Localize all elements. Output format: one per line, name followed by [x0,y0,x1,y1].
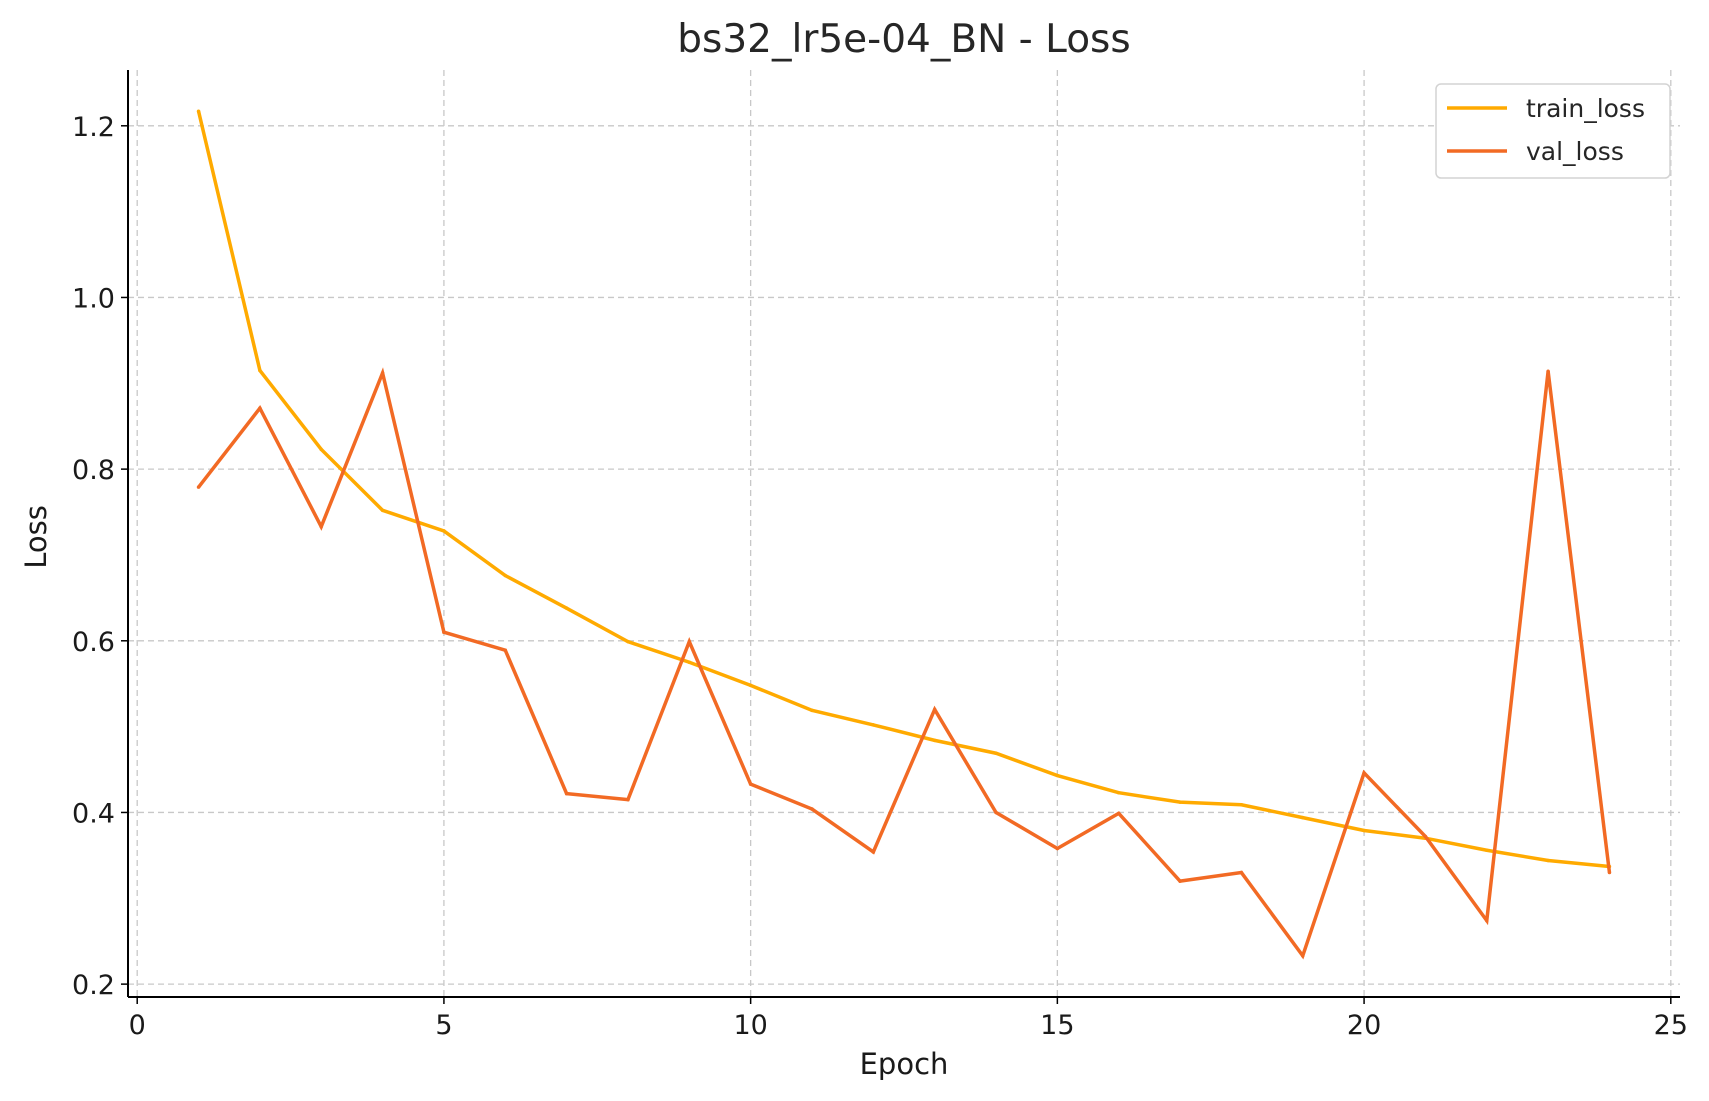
data-point-val-loss [319,524,323,529]
data-point-train-loss [871,723,876,727]
data-point-train-loss [1055,773,1060,778]
legend: train_loss val_loss [1435,83,1671,179]
legend-val-loss-label: val_loss [1526,137,1624,166]
y-axis-label: Loss [19,505,53,569]
x-tick-label: 0 [129,1010,146,1041]
grid-lines [128,70,1680,997]
data-point-train-loss [380,508,385,513]
data-point-train-loss [442,529,446,533]
data-point-val-loss [258,406,262,410]
data-point-train-loss [319,447,323,452]
data-point-train-loss [196,109,201,113]
data-point-train-loss [687,660,692,664]
data-point-train-loss [503,573,508,578]
data-point-val-loss [564,791,569,796]
data-point-val-loss [1423,834,1428,839]
data-point-train-loss [1178,800,1182,804]
data-point-val-loss [503,648,508,652]
data-point-train-loss [626,639,630,644]
data-point-val-loss [1116,811,1121,816]
legend-train-loss-label: train_loss [1526,94,1645,123]
x-tick-label: 10 [733,1010,767,1041]
data-point-val-loss [1362,771,1366,775]
data-point-train-loss [258,368,262,373]
data-point-val-loss [1239,870,1244,875]
data-point-val-loss [1546,369,1550,374]
data-point-train-loss [1362,828,1366,833]
data-point-train-loss [1485,848,1489,852]
y-tick-label: 0.6 [72,627,115,658]
series-lines [196,109,1612,960]
data-point-train-loss [748,683,753,688]
data-point-val-loss [687,639,692,644]
data-point-val-loss [380,371,385,375]
x-tick-label: 5 [435,1010,452,1041]
data-point-train-loss [994,751,998,755]
data-point-train-loss [1546,858,1550,863]
y-tick-label: 1.2 [72,112,115,143]
series-line-val-loss [197,367,1612,960]
tick-labels: 0 5 10 15 20 25 0.2 0.4 0.6 0.8 1.0 1.2 [72,112,1688,1041]
data-point-val-loss [1300,954,1305,958]
data-point-val-loss [871,850,876,854]
data-point-val-loss [810,807,814,811]
y-tick-label: 0.2 [72,970,115,1001]
y-tick-label: 0.4 [72,798,115,829]
data-point-val-loss [626,797,630,802]
y-tick-label: 0.8 [72,455,115,486]
x-tick-label: 15 [1040,1010,1074,1041]
chart-title: bs32_lr5e-04_BN - Loss [677,17,1130,62]
y-tick-label: 1.0 [72,283,115,314]
data-point-val-loss [1178,879,1182,883]
x-tick-label: 20 [1347,1010,1381,1041]
data-point-train-loss [1116,790,1121,795]
data-point-val-loss [1485,918,1489,923]
series-line-train-loss [196,110,1610,869]
data-point-val-loss [994,810,998,815]
data-point-train-loss [1239,802,1244,807]
data-point-val-loss [1607,870,1612,875]
data-point-val-loss [196,485,201,489]
data-point-train-loss [810,708,814,713]
data-point-train-loss [932,738,937,743]
data-point-val-loss [442,630,446,634]
data-point-val-loss [932,707,937,712]
x-tick-label: 25 [1654,1010,1688,1041]
data-point-val-loss [748,782,753,786]
axes [121,70,1680,1004]
data-point-train-loss [1300,815,1305,820]
data-point-val-loss [1055,846,1060,851]
data-point-train-loss [564,606,569,610]
x-axis-label: Epoch [860,1047,949,1081]
